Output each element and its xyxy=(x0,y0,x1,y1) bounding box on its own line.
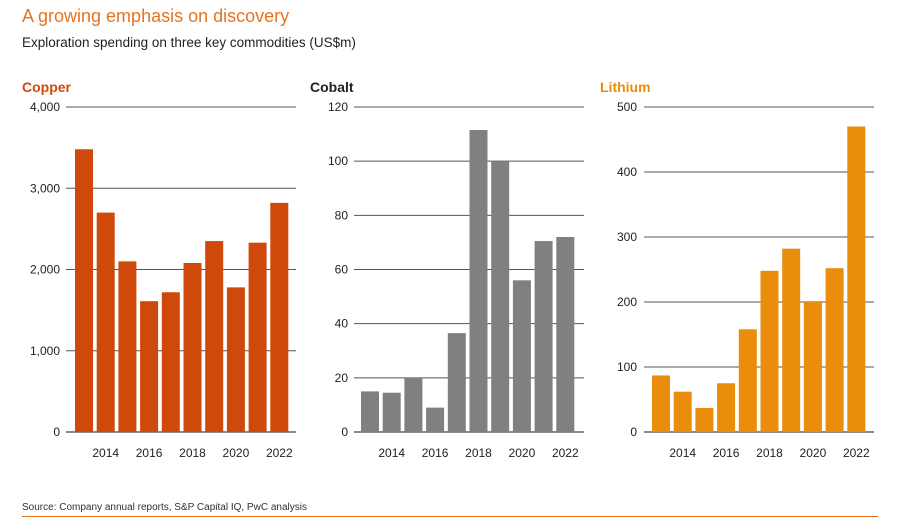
cobalt-bar xyxy=(534,241,553,432)
lithium-y-tick-label: 300 xyxy=(617,230,637,244)
copper-bar xyxy=(96,212,115,432)
cobalt-x-tick-label: 2020 xyxy=(509,446,536,460)
lithium-y-tick-label: 400 xyxy=(617,165,637,179)
copper-bar xyxy=(183,263,202,432)
lithium-bar xyxy=(717,383,736,432)
lithium-bar xyxy=(695,407,714,432)
cobalt-bar xyxy=(512,280,531,432)
lithium-bar xyxy=(847,126,866,432)
copper-bar xyxy=(140,301,159,432)
copper-y-tick-label: 3,000 xyxy=(30,181,60,195)
copper-panel-title: Copper xyxy=(22,79,71,95)
cobalt-y-tick-label: 60 xyxy=(335,263,349,277)
page-title: A growing emphasis on discovery xyxy=(22,6,290,26)
lithium-bar xyxy=(782,248,801,432)
cobalt-bar xyxy=(556,237,575,432)
lithium-x-tick-label: 2014 xyxy=(669,446,696,460)
cobalt-y-tick-label: 120 xyxy=(328,100,348,114)
copper-bar xyxy=(226,287,245,432)
cobalt-y-tick-label: 100 xyxy=(328,154,348,168)
lithium-bar xyxy=(825,268,844,432)
copper-x-tick-label: 2014 xyxy=(92,446,119,460)
source-divider xyxy=(22,516,878,517)
cobalt-x-tick-label: 2022 xyxy=(552,446,579,460)
copper-bar xyxy=(161,292,180,432)
copper-x-tick-label: 2020 xyxy=(223,446,250,460)
lithium-x-tick-label: 2016 xyxy=(713,446,740,460)
lithium-x-tick-label: 2022 xyxy=(843,446,870,460)
copper-bar xyxy=(205,241,224,432)
lithium-y-tick-label: 500 xyxy=(617,100,637,114)
copper-y-tick-label: 2,000 xyxy=(30,263,60,277)
copper-y-tick-label: 4,000 xyxy=(30,100,60,114)
lithium-y-tick-label: 200 xyxy=(617,295,637,309)
cobalt-x-tick-label: 2018 xyxy=(465,446,492,460)
cobalt-bar xyxy=(447,333,466,432)
cobalt-y-tick-label: 0 xyxy=(341,425,348,439)
cobalt-y-tick-label: 80 xyxy=(335,208,349,222)
source-note: Source: Company annual reports, S&P Capi… xyxy=(22,502,307,513)
cobalt-bar xyxy=(469,130,488,433)
lithium-bar xyxy=(760,270,779,432)
lithium-y-tick-label: 0 xyxy=(630,425,637,439)
cobalt-x-tick-label: 2014 xyxy=(378,446,405,460)
cobalt-x-tick-label: 2016 xyxy=(422,446,449,460)
copper-bar xyxy=(75,149,93,432)
lithium-bar xyxy=(673,391,692,432)
cobalt-panel-title: Cobalt xyxy=(310,79,354,95)
page-subtitle: Exploration spending on three key commod… xyxy=(22,35,356,50)
cobalt-bar xyxy=(491,161,510,432)
copper-bar xyxy=(118,261,137,432)
copper-y-tick-label: 1,000 xyxy=(30,344,60,358)
cobalt-bar xyxy=(404,377,423,432)
lithium-panel-title: Lithium xyxy=(600,79,651,95)
cobalt-bar xyxy=(382,392,401,432)
lithium-x-tick-label: 2018 xyxy=(756,446,783,460)
copper-x-tick-label: 2018 xyxy=(179,446,206,460)
lithium-bar xyxy=(738,329,757,432)
copper-bar xyxy=(270,202,289,432)
cobalt-y-tick-label: 20 xyxy=(335,371,349,385)
copper-x-tick-label: 2016 xyxy=(136,446,163,460)
copper-x-tick-label: 2022 xyxy=(266,446,293,460)
lithium-bar xyxy=(652,375,670,432)
cobalt-y-tick-label: 40 xyxy=(335,317,349,331)
cobalt-bar xyxy=(361,391,379,432)
cobalt-bar xyxy=(426,407,445,432)
copper-bar xyxy=(248,242,267,432)
copper-y-tick-label: 0 xyxy=(53,425,60,439)
lithium-y-tick-label: 100 xyxy=(617,360,637,374)
lithium-x-tick-label: 2020 xyxy=(800,446,827,460)
lithium-bar xyxy=(803,302,822,432)
